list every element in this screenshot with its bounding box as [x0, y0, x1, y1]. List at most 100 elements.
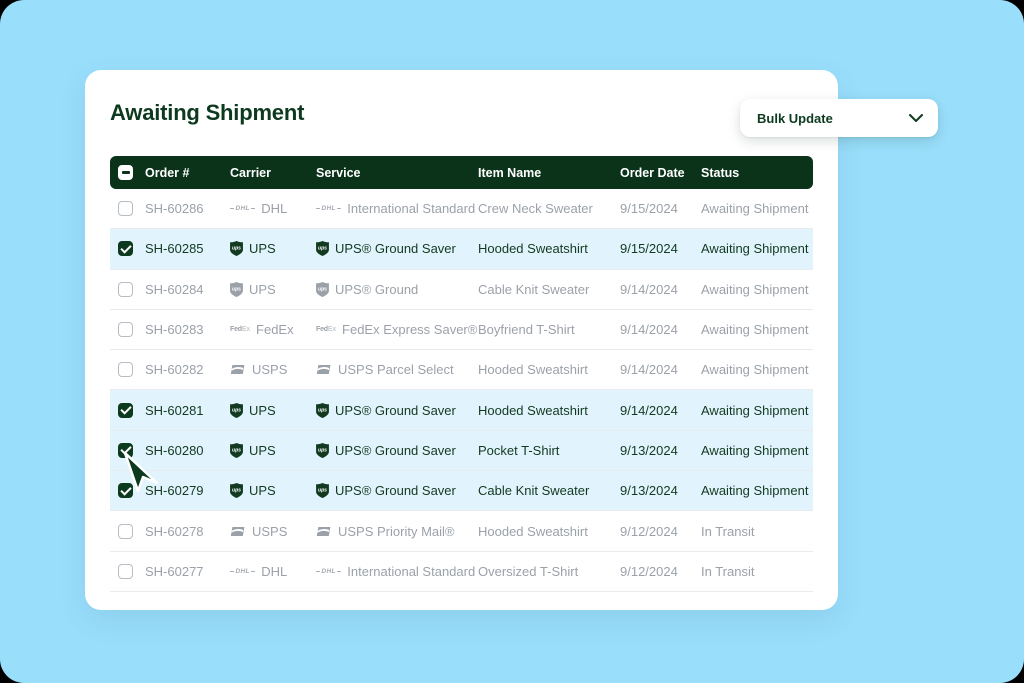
- ups-logo-icon: ups: [316, 241, 329, 257]
- carrier-name: UPS: [249, 241, 276, 257]
- awaiting-shipment-card: Awaiting Shipment Order # Carrier Servic…: [85, 70, 838, 610]
- cell-status: Awaiting Shipment: [701, 362, 809, 378]
- table-row: SH-60281 ups UPS ups UPS®: [110, 390, 813, 431]
- column-header-carrier: Carrier: [230, 165, 271, 180]
- svg-text:ups: ups: [232, 286, 241, 292]
- row-checkbox[interactable]: [118, 442, 133, 458]
- ups-logo-icon: ups: [230, 442, 243, 458]
- cell-item-name: Hooded Sweatshirt: [478, 523, 588, 539]
- ups-logo-icon: ups: [230, 402, 243, 418]
- carrier-name: UPS: [249, 402, 276, 418]
- service-name: FedEx Express Saver®: [342, 322, 478, 338]
- service-name: UPS® Ground Saver: [335, 483, 456, 499]
- column-header-service: Service: [316, 165, 361, 180]
- cell-item-name: Hooded Sweatshirt: [478, 362, 588, 378]
- row-checkbox[interactable]: [118, 362, 133, 378]
- carrier-name: USPS: [252, 362, 288, 378]
- cell-carrier: ups UPS: [230, 442, 316, 458]
- table-row: SH-60286 DHL DHL DHL International Stand…: [110, 189, 813, 230]
- cell-carrier: DHL DHL: [230, 564, 316, 579]
- table-row: SH-60283 FedEx FedEx FedEx FedEx Express…: [110, 309, 813, 351]
- cell-status: Awaiting Shipment: [701, 402, 809, 418]
- cell-item-name: Oversized T-Shirt: [478, 563, 579, 579]
- cell-service: ups UPS® Ground Saver: [316, 442, 478, 458]
- cell-service: ups UPS® Ground Saver: [316, 402, 478, 418]
- cell-order-date: 9/15/2024: [620, 201, 678, 217]
- service-name: International Standard: [347, 201, 476, 217]
- service-name: International Standard: [347, 563, 476, 579]
- cell-item-name: Boyfriend T-Shirt: [478, 322, 575, 338]
- svg-text:ups: ups: [232, 246, 241, 252]
- cell-carrier: ups UPS: [230, 402, 316, 418]
- cell-order-date: 9/15/2024: [620, 241, 678, 257]
- cell-status: Awaiting Shipment: [701, 201, 809, 217]
- cell-status: Awaiting Shipment: [701, 281, 809, 297]
- svg-text:ups: ups: [318, 447, 327, 453]
- row-checkbox[interactable]: [118, 402, 133, 418]
- page-title: Awaiting Shipment: [110, 100, 305, 125]
- row-checkbox[interactable]: [118, 201, 133, 217]
- cell-status: Awaiting Shipment: [701, 442, 809, 458]
- carrier-name: UPS: [249, 483, 276, 499]
- cell-item-name: Pocket T-Shirt: [478, 442, 560, 458]
- cell-order-number: SH-60277: [145, 563, 204, 579]
- cell-status: In Transit: [701, 523, 755, 539]
- usps-logo-icon: [316, 526, 332, 537]
- svg-text:ups: ups: [232, 407, 241, 413]
- service-name: UPS® Ground: [335, 281, 419, 297]
- cell-order-number: SH-60280: [145, 442, 204, 458]
- svg-text:ups: ups: [318, 488, 327, 494]
- bulk-update-button[interactable]: Bulk Update: [740, 99, 938, 137]
- fedex-logo-icon: FedEx: [316, 326, 337, 334]
- cell-order-date: 9/13/2024: [620, 483, 678, 499]
- cell-item-name: Cable Knit Sweater: [478, 483, 590, 499]
- bulk-update-label: Bulk Update: [757, 110, 833, 126]
- table-row: SH-60280 ups UPS ups UPS®: [110, 430, 813, 472]
- row-checkbox[interactable]: [118, 563, 133, 579]
- chevron-down-icon: [909, 114, 923, 122]
- row-checkbox[interactable]: [118, 281, 133, 297]
- select-all-checkbox[interactable]: [118, 165, 133, 180]
- carrier-name: UPS: [249, 281, 276, 297]
- row-checkbox[interactable]: [118, 483, 133, 499]
- svg-text:ups: ups: [318, 246, 327, 252]
- cell-order-number: SH-60278: [145, 523, 204, 539]
- cell-service: USPS Parcel Select: [316, 362, 478, 377]
- cell-order-date: 9/12/2024: [620, 563, 678, 579]
- ups-logo-icon: ups: [230, 241, 243, 257]
- ups-logo-icon: ups: [316, 402, 329, 418]
- row-checkbox[interactable]: [118, 241, 133, 257]
- cell-order-date: 9/14/2024: [620, 322, 678, 338]
- cell-status: Awaiting Shipment: [701, 241, 809, 257]
- cell-order-number: SH-60286: [145, 201, 204, 217]
- cell-item-name: Hooded Sweatshirt: [478, 402, 588, 418]
- ups-logo-icon: ups: [316, 281, 329, 297]
- cell-carrier: FedEx FedEx: [230, 322, 316, 337]
- row-checkbox[interactable]: [118, 523, 133, 539]
- cell-order-number: SH-60281: [145, 402, 204, 418]
- cell-order-number: SH-60284: [145, 281, 204, 297]
- carrier-name: UPS: [249, 442, 276, 458]
- service-name: UPS® Ground Saver: [335, 241, 456, 257]
- svg-text:ups: ups: [232, 488, 241, 494]
- column-header-status: Status: [701, 165, 740, 180]
- cell-order-number: SH-60282: [145, 362, 204, 378]
- table-header-row: Order # Carrier Service Item Name Order …: [110, 156, 813, 189]
- cell-order-date: 9/13/2024: [620, 442, 678, 458]
- cell-status: In Transit: [701, 563, 755, 579]
- cell-status: Awaiting Shipment: [701, 322, 809, 338]
- cell-order-date: 9/14/2024: [620, 281, 678, 297]
- table-row: SH-60279 ups UPS ups UPS®: [110, 471, 813, 512]
- usps-logo-icon: [230, 526, 246, 537]
- row-checkbox[interactable]: [118, 322, 133, 338]
- orders-table: Order # Carrier Service Item Name Order …: [110, 156, 813, 592]
- dhl-logo-icon: DHL: [316, 568, 342, 575]
- cell-order-date: 9/14/2024: [620, 362, 678, 378]
- service-name: USPS Priority Mail®: [338, 523, 455, 539]
- cell-service: DHL International Standard: [316, 201, 478, 216]
- svg-text:ups: ups: [318, 407, 327, 413]
- ups-logo-icon: ups: [230, 281, 243, 297]
- cell-order-date: 9/12/2024: [620, 523, 678, 539]
- cell-item-name: Crew Neck Sweater: [478, 201, 593, 217]
- cell-service: ups UPS® Ground: [316, 281, 478, 297]
